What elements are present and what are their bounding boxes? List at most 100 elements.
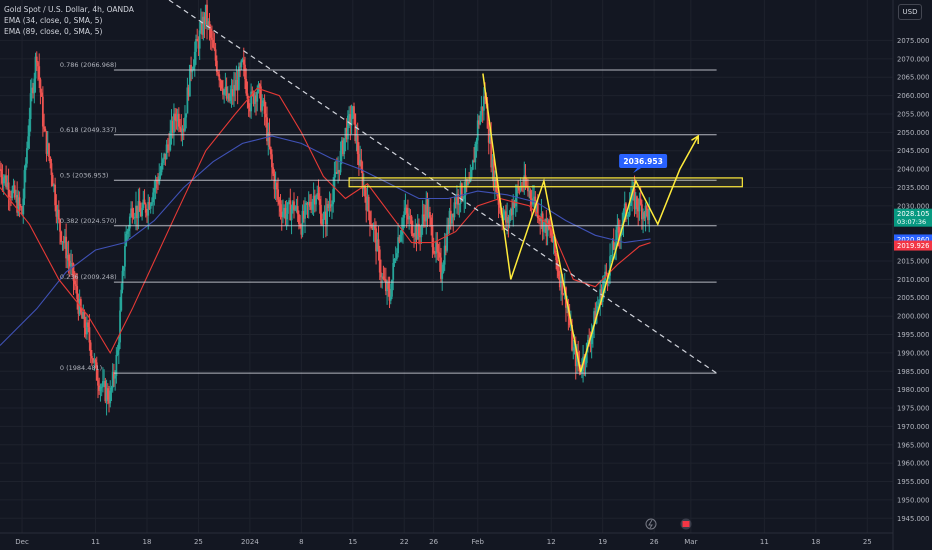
candle-body	[274, 182, 277, 190]
candle-body	[542, 222, 545, 232]
candle-body	[258, 84, 261, 87]
candle-body	[15, 194, 17, 198]
candle-body	[545, 219, 548, 237]
candle-body	[296, 206, 299, 215]
candle-body	[98, 385, 101, 391]
currency-button[interactable]: USD	[898, 4, 922, 20]
candle-body	[329, 204, 332, 207]
candle-body	[643, 212, 646, 219]
candle-body	[413, 235, 415, 237]
candle-body	[433, 252, 436, 254]
candle-body	[590, 334, 593, 345]
candle-body	[355, 135, 358, 142]
candle-body	[337, 169, 339, 174]
candle-body	[81, 312, 83, 319]
chart-legend: Gold Spot / U.S. Dollar, 4h, OANDA EMA (…	[4, 4, 134, 37]
candle-body	[431, 224, 434, 248]
candle-body	[403, 211, 406, 218]
candle-body	[473, 160, 475, 163]
candle-body	[492, 159, 495, 187]
candle-body	[93, 359, 96, 363]
candle-body	[46, 143, 49, 154]
time-tick-label: 11	[760, 538, 769, 546]
candle-body	[533, 196, 535, 200]
candle-body	[282, 211, 284, 218]
candle-body	[133, 217, 136, 219]
candle-body	[612, 241, 615, 250]
candle-body	[574, 347, 577, 367]
candle-body	[346, 115, 349, 140]
candle-body	[87, 322, 90, 328]
candle-body	[623, 203, 626, 211]
candle-body	[365, 196, 368, 211]
candle-body	[122, 266, 125, 271]
economic-event-flag	[682, 521, 690, 527]
bottom-icons	[645, 518, 692, 530]
candle-body	[438, 252, 441, 258]
candle-body	[482, 96, 485, 111]
candle-body	[109, 390, 112, 404]
candle-body	[316, 193, 319, 197]
candle-body	[459, 183, 462, 205]
candle-body	[228, 93, 230, 101]
candle-body	[150, 202, 153, 205]
candle-body	[269, 146, 272, 155]
ema-89-legend[interactable]: EMA (89, close, 0, SMA, 5)	[4, 27, 103, 36]
ema-34-legend[interactable]: EMA (34, close, 0, SMA, 5)	[4, 16, 103, 25]
candle-body	[600, 289, 603, 303]
candle-body	[584, 362, 587, 365]
candle-body	[209, 28, 212, 38]
candle-body	[3, 175, 6, 179]
candle-body	[73, 280, 76, 285]
candle-body	[335, 172, 338, 174]
candle-body	[52, 184, 55, 187]
candle-body	[554, 236, 556, 253]
fib-levels: 0.786 (2066.968) 0.618 (2049.337) 0.5 (203…	[60, 61, 717, 374]
candle-body	[160, 162, 163, 173]
candle-body	[626, 215, 629, 217]
candle-body	[556, 259, 559, 271]
candle-body	[322, 219, 325, 225]
candle-body	[418, 223, 420, 236]
candle-body	[2, 178, 5, 184]
candle-body	[173, 113, 175, 133]
flash-event-glyph	[648, 519, 653, 529]
candle-body	[493, 177, 496, 187]
time-tick-label: 19	[598, 538, 607, 546]
candle-body	[131, 208, 134, 217]
candle-body	[382, 276, 385, 279]
candle-body	[300, 226, 303, 235]
candle-body	[242, 59, 245, 65]
candle-body	[67, 254, 70, 261]
candle-body	[29, 93, 32, 120]
candle-body	[12, 185, 15, 190]
candle-body	[30, 87, 33, 94]
candle-body	[40, 92, 43, 97]
candle-body	[294, 209, 297, 211]
candle-body	[460, 183, 463, 200]
candle-body	[78, 299, 81, 314]
candle-body	[7, 182, 10, 197]
symbol-title[interactable]: Gold Spot / U.S. Dollar, 4h, OANDA	[4, 5, 134, 14]
candle-body	[188, 64, 191, 97]
candle-body	[266, 117, 268, 142]
candle-body	[217, 72, 219, 75]
candle-body	[35, 56, 38, 63]
candle-body	[289, 200, 292, 221]
candle-body	[427, 212, 430, 218]
candle-body	[332, 189, 335, 205]
time-axis[interactable]: Dec 11 18 25 2024 8 15 22 26 Feb 12 19 26 Mar 11 18 25	[0, 532, 893, 546]
candle-body	[61, 241, 64, 243]
candle-body	[642, 212, 645, 220]
price-tick-label: 1950.000	[897, 496, 929, 504]
candle-body	[376, 239, 379, 252]
candle-body	[344, 128, 347, 139]
candle-body	[310, 206, 313, 210]
candle-body	[187, 87, 190, 97]
candle-body	[634, 196, 637, 210]
candle-body	[206, 4, 208, 25]
candle-body	[113, 372, 115, 379]
candle-body	[218, 74, 221, 81]
